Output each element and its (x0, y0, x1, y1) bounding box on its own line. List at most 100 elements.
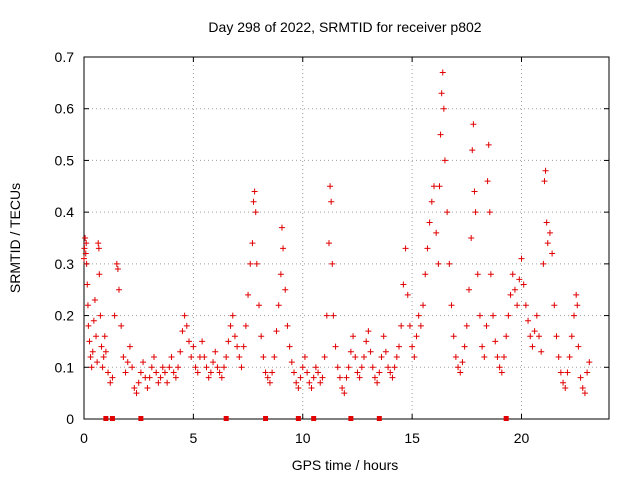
data-point (86, 338, 93, 345)
data-point (101, 333, 108, 340)
axis-marker (311, 416, 317, 421)
data-point (481, 353, 488, 360)
y-tick-label: 0.2 (55, 308, 75, 324)
data-point (492, 338, 499, 345)
data-point (470, 121, 477, 128)
data-point (168, 353, 175, 360)
y-tick-label: 0.5 (55, 152, 75, 168)
data-point (541, 178, 548, 185)
data-point (247, 260, 254, 267)
data-point (81, 255, 87, 262)
data-point (170, 369, 177, 376)
data-point (329, 260, 336, 267)
x-tick-label: 15 (404, 430, 420, 446)
data-point (321, 353, 328, 360)
data-point (137, 369, 144, 376)
data-point (327, 183, 334, 190)
data-point (571, 312, 577, 319)
data-point (88, 364, 95, 371)
data-point (573, 291, 580, 298)
data-point (549, 250, 556, 257)
data-point (490, 312, 497, 319)
data-point (352, 353, 359, 360)
data-point (192, 364, 199, 371)
data-point (153, 369, 160, 376)
data-point (566, 353, 573, 360)
data-point (446, 260, 453, 267)
data-point (371, 374, 378, 381)
data-point (97, 312, 104, 319)
data-point (304, 369, 311, 376)
data-point (278, 224, 285, 231)
data-point (382, 348, 389, 355)
data-point (252, 209, 259, 216)
data-point (260, 353, 267, 360)
data-point (159, 364, 166, 371)
data-point (98, 343, 105, 350)
x-axis-label: GPS time / hours (292, 457, 399, 473)
data-point (341, 390, 348, 397)
data-point (323, 312, 330, 319)
data-point (99, 364, 106, 371)
data-point (466, 286, 472, 293)
data-point (336, 374, 343, 381)
data-point (81, 245, 88, 252)
data-point (471, 188, 478, 195)
data-point (415, 312, 422, 319)
data-point (312, 364, 319, 371)
data-point (299, 364, 306, 371)
data-point (468, 235, 475, 241)
data-point (85, 322, 92, 329)
data-point (264, 374, 271, 381)
data-points (81, 69, 593, 397)
data-point (438, 90, 445, 97)
data-point (387, 369, 394, 376)
data-point (282, 286, 289, 293)
data-point (100, 353, 107, 360)
data-point (96, 271, 103, 278)
data-point (266, 379, 273, 386)
data-point (122, 369, 129, 376)
data-point (245, 291, 252, 298)
data-point (297, 374, 304, 381)
data-point (391, 364, 398, 371)
data-point (251, 188, 258, 195)
data-point (339, 384, 346, 391)
axis-marker (295, 416, 301, 421)
data-point (476, 312, 483, 319)
data-point (201, 353, 208, 360)
data-point (402, 245, 409, 252)
data-point (105, 369, 112, 376)
axis-ticks (83, 56, 609, 420)
data-point (164, 379, 171, 386)
data-point (186, 338, 192, 345)
axis-marker (348, 416, 354, 421)
data-point (120, 353, 127, 360)
data-point (177, 348, 184, 355)
data-point (485, 141, 492, 148)
data-point (525, 317, 532, 324)
y-axis-label: SRMTID / TECUs (7, 183, 23, 293)
data-point (369, 364, 376, 371)
data-point (518, 255, 525, 262)
data-point (334, 364, 341, 371)
data-point (544, 240, 551, 247)
data-point (144, 384, 151, 391)
data-point (258, 333, 265, 340)
data-point (84, 281, 91, 288)
data-point (463, 322, 470, 329)
data-point (216, 369, 223, 376)
data-point (306, 379, 313, 386)
data-point (210, 359, 217, 366)
y-tick-label: 0.4 (55, 204, 75, 220)
data-point (221, 364, 227, 371)
data-point (240, 343, 247, 350)
data-point (157, 374, 164, 381)
data-point (411, 353, 418, 360)
data-point (343, 374, 350, 381)
data-point (256, 302, 262, 309)
data-point (203, 364, 210, 371)
data-point (124, 359, 131, 366)
axis-marker (503, 416, 509, 421)
data-point (188, 353, 195, 360)
